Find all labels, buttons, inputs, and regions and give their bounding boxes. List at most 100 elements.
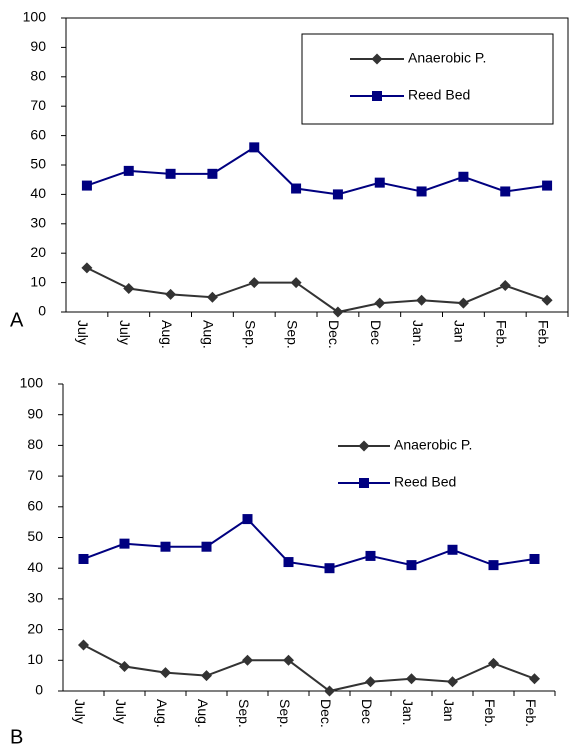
marker: [165, 168, 176, 179]
x-tick-label: Aug.: [201, 320, 217, 349]
y-tick-label: 40: [27, 559, 43, 575]
legend-label: Anaerobic P.: [408, 50, 486, 66]
x-tick-label: July: [75, 320, 91, 345]
marker: [332, 306, 344, 318]
y-tick-label: 0: [35, 682, 43, 698]
panel-label: A: [10, 309, 24, 331]
x-tick-label: Feb.: [535, 320, 551, 348]
plot-frame: [65, 17, 569, 313]
marker: [359, 478, 369, 488]
x-tick-label: Dec.: [318, 699, 334, 728]
marker: [406, 673, 417, 685]
legend-box: [301, 33, 554, 125]
marker: [78, 639, 89, 651]
y-tick-label: 20: [27, 620, 43, 636]
x-tick-label: Dec: [359, 699, 375, 724]
x-tick-label: Sep.: [243, 320, 259, 349]
marker: [207, 168, 218, 179]
marker: [206, 291, 218, 303]
x-tick-label: July: [113, 699, 129, 724]
marker: [447, 544, 458, 555]
x-tick-label: Jan.: [400, 699, 416, 725]
series-line: [86, 267, 548, 314]
marker: [283, 654, 294, 666]
marker: [374, 177, 385, 188]
x-tick-label: Aug.: [159, 320, 175, 349]
y-tick-label: 100: [23, 9, 47, 25]
y-tick-label: 50: [27, 528, 43, 544]
marker: [78, 553, 89, 564]
series-line: [83, 517, 535, 570]
marker: [416, 294, 428, 306]
marker: [160, 541, 171, 552]
marker: [119, 538, 130, 549]
y-tick-label: 100: [20, 375, 44, 391]
y-tick-label: 40: [30, 185, 46, 201]
y-tick-label: 80: [27, 436, 43, 452]
x-tick-label: Jan: [441, 699, 457, 722]
y-tick-label: 60: [30, 126, 46, 142]
marker: [499, 280, 511, 292]
marker: [365, 676, 376, 688]
marker: [365, 550, 376, 561]
legend-label: Anaerobic P.: [394, 437, 472, 453]
marker: [488, 657, 499, 669]
y-tick-label: 10: [30, 273, 46, 289]
marker: [324, 685, 335, 697]
marker: [500, 186, 511, 197]
y-tick-label: 70: [30, 97, 46, 113]
marker: [290, 277, 302, 289]
marker: [242, 654, 253, 666]
y-tick-label: 20: [30, 244, 46, 260]
marker: [529, 553, 540, 564]
x-tick-label: Dec.: [326, 320, 342, 349]
y-tick-label: 30: [30, 215, 46, 231]
marker: [529, 673, 540, 685]
marker: [160, 667, 171, 679]
x-tick-label: Sep.: [277, 699, 293, 728]
x-tick-label: Sep.: [284, 320, 300, 349]
marker: [542, 180, 553, 191]
y-tick-label: 90: [27, 405, 43, 421]
y-tick-label: 60: [27, 498, 43, 514]
marker: [119, 660, 130, 672]
marker: [371, 53, 383, 65]
marker: [541, 294, 553, 306]
x-tick-label: Dec: [368, 320, 384, 345]
series-line: [86, 146, 548, 196]
marker: [488, 560, 499, 571]
panel-label: B: [10, 726, 23, 748]
marker: [324, 563, 335, 574]
x-tick-label: July: [117, 320, 133, 345]
marker: [123, 165, 134, 176]
marker: [458, 171, 469, 182]
y-tick-label: 50: [30, 156, 46, 172]
marker: [457, 297, 469, 309]
marker: [81, 180, 92, 191]
marker: [283, 557, 294, 568]
x-tick-label: July: [72, 699, 88, 724]
marker: [406, 560, 417, 571]
marker: [201, 541, 212, 552]
x-tick-label: Feb.: [494, 320, 510, 348]
y-tick-label: 80: [30, 68, 46, 84]
marker: [332, 189, 343, 200]
legend-label: Reed Bed: [394, 474, 456, 490]
y-tick-label: 70: [27, 467, 43, 483]
y-tick-label: 90: [30, 38, 46, 54]
y-tick-label: 0: [38, 303, 46, 319]
x-tick-label: Jan.: [410, 320, 426, 346]
y-tick-label: 30: [27, 590, 43, 606]
marker: [416, 186, 427, 197]
x-tick-label: Feb.: [482, 699, 498, 727]
marker: [201, 670, 212, 682]
x-tick-label: Aug.: [154, 699, 170, 728]
marker: [123, 282, 135, 294]
x-tick-label: Sep.: [236, 699, 252, 728]
marker: [81, 262, 93, 274]
marker: [447, 676, 458, 688]
marker: [249, 142, 260, 153]
legend-label: Reed Bed: [408, 87, 470, 103]
marker: [248, 277, 260, 289]
